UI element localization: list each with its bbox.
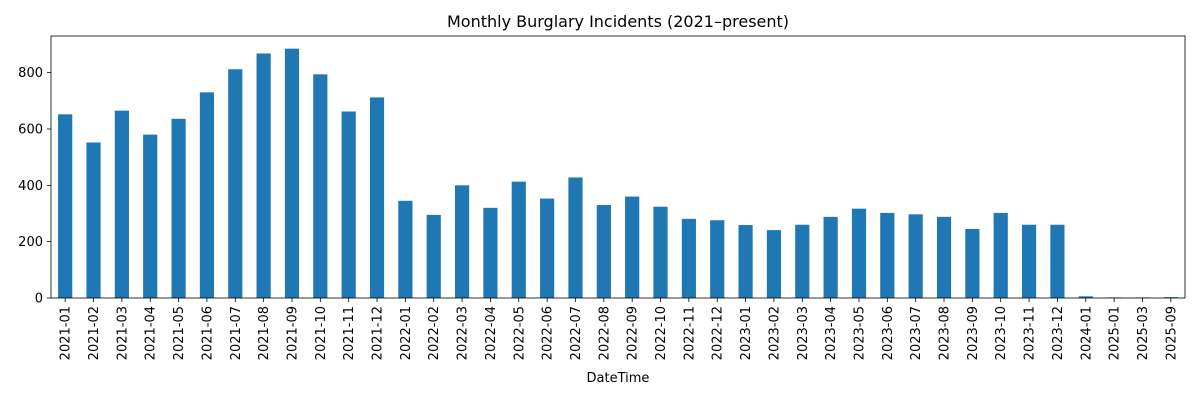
bar-2022-11: [681, 218, 696, 298]
x-tick-label: 2022-11: [682, 306, 697, 360]
y-tick-label: 600: [18, 122, 43, 137]
bar-2023-11: [1021, 224, 1037, 298]
bar-2023-07: [908, 214, 923, 298]
bar-2023-08: [936, 216, 952, 298]
bar-2023-12: [1050, 224, 1065, 298]
bar-2021-10: [313, 74, 328, 298]
x-tick-label: 2023-07: [909, 306, 924, 360]
bar-2023-02: [766, 230, 782, 298]
x-tick-label: 2021-09: [285, 306, 300, 360]
chart-title: Monthly Burglary Incidents (2021–present…: [447, 12, 789, 31]
y-tick-label: 0: [35, 292, 43, 307]
x-tick-label: 2022-02: [427, 306, 442, 360]
x-tick-label: 2021-05: [172, 306, 187, 360]
x-tick-label: 2023-02: [767, 306, 782, 360]
x-tick-label: 2023-08: [938, 306, 953, 360]
bar-2022-02: [426, 214, 441, 298]
bar-2023-06: [880, 212, 895, 298]
bar-2021-02: [86, 142, 101, 298]
x-tick-label: 2022-03: [456, 306, 471, 360]
x-tick-label: 2022-07: [569, 306, 584, 360]
x-tick-label: 2022-06: [541, 306, 556, 360]
bar-2022-07: [568, 177, 583, 298]
bar-2021-12: [369, 97, 385, 298]
bar-2021-05: [171, 118, 186, 298]
bar-2021-07: [228, 69, 243, 298]
bar-2022-10: [653, 206, 668, 298]
bar-2023-09: [965, 228, 980, 298]
bar-2024-01: [1078, 296, 1093, 298]
x-tick-label: 2023-09: [966, 306, 981, 360]
bar-2023-01: [738, 225, 753, 298]
x-tick-label: 2022-08: [597, 306, 612, 360]
x-tick-label: 2023-11: [1023, 306, 1038, 360]
bar-2023-04: [823, 216, 838, 298]
x-tick-label: 2023-05: [852, 306, 867, 360]
y-tick-label: 400: [18, 179, 43, 194]
bar-2021-11: [341, 111, 356, 299]
x-tick-label: 2022-10: [654, 306, 669, 360]
x-tick-label: 2023-01: [739, 306, 754, 360]
x-tick-label: 2021-08: [257, 306, 272, 360]
bar-2022-09: [625, 196, 640, 298]
bar-2025-09: [1163, 297, 1178, 298]
y-tick-label: 800: [18, 66, 43, 81]
x-tick-label: 2022-05: [512, 306, 527, 360]
x-tick-label: 2023-04: [824, 306, 839, 360]
x-tick-label: 2021-03: [115, 306, 130, 360]
x-tick-label: 2021-01: [59, 306, 74, 360]
bar-2023-03: [795, 224, 810, 298]
bar-2022-06: [540, 198, 555, 298]
bar-2022-01: [398, 200, 413, 298]
x-tick-label: 2021-12: [371, 306, 386, 360]
bar-2022-04: [483, 207, 498, 298]
bar-2023-10: [993, 212, 1008, 298]
x-tick-label: 2021-11: [342, 306, 357, 360]
x-tick-label: 2025-03: [1136, 306, 1151, 360]
x-axis-label: DateTime: [587, 371, 650, 386]
x-tick-label: 2021-07: [229, 306, 244, 360]
x-tick-label: 2023-12: [1051, 306, 1066, 360]
bar-2022-03: [454, 185, 470, 298]
bar-2022-05: [511, 181, 526, 298]
bars-group: [58, 48, 1178, 299]
y-axis-ticks: 0 200 400 600 800: [18, 66, 51, 307]
bar-2021-01: [58, 114, 73, 298]
x-tick-label: 2022-01: [399, 306, 414, 360]
x-tick-label: 2021-06: [200, 306, 215, 360]
x-tick-label: 2021-02: [87, 306, 102, 360]
x-tick-label: 2023-10: [994, 306, 1009, 360]
x-tick-label: 2022-04: [484, 306, 499, 360]
plot-frame: [50, 35, 1186, 299]
x-tick-label: 2021-10: [314, 306, 329, 360]
x-tick-label: 2023-03: [796, 306, 811, 360]
x-tick-label: 2021-04: [144, 306, 159, 360]
x-tick-label: 2025-01: [1108, 306, 1123, 360]
bar-2021-09: [284, 48, 300, 299]
x-tick-label: 2023-06: [881, 306, 896, 360]
bar-2023-05: [851, 208, 867, 298]
x-axis-ticks: 2021-01 2021-02 2021-03 2021-04 2021-05 2021-…: [59, 298, 1179, 360]
bar-2022-08: [596, 205, 611, 298]
x-tick-label: 2024-01: [1079, 306, 1094, 360]
bar-2021-03: [114, 110, 129, 298]
x-tick-label: 2022-12: [711, 306, 726, 360]
bar-2021-08: [256, 53, 271, 298]
bar-2022-12: [710, 220, 725, 298]
y-tick-label: 200: [18, 235, 43, 250]
bar-2021-04: [143, 134, 158, 298]
x-tick-label: 2025-09: [1164, 306, 1179, 360]
x-tick-label: 2022-09: [626, 306, 641, 360]
bar-2021-06: [199, 92, 215, 298]
